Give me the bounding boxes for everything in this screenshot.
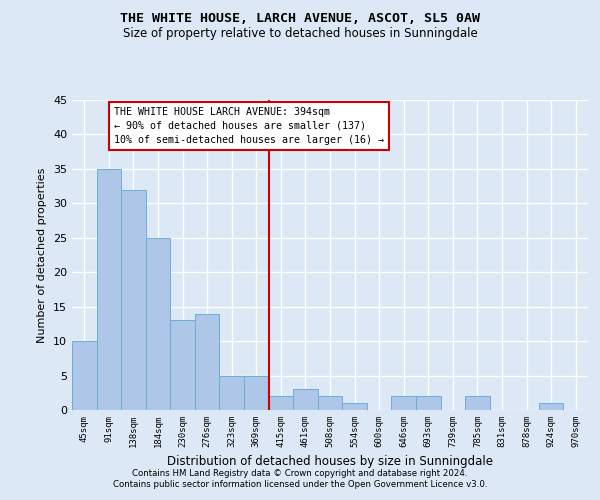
Text: Contains public sector information licensed under the Open Government Licence v3: Contains public sector information licen… bbox=[113, 480, 487, 489]
Text: Contains HM Land Registry data © Crown copyright and database right 2024.: Contains HM Land Registry data © Crown c… bbox=[132, 468, 468, 477]
Bar bbox=[146, 238, 170, 410]
Bar bbox=[72, 341, 97, 410]
Bar bbox=[195, 314, 220, 410]
Bar bbox=[318, 396, 342, 410]
Bar bbox=[391, 396, 416, 410]
Bar bbox=[121, 190, 146, 410]
X-axis label: Distribution of detached houses by size in Sunningdale: Distribution of detached houses by size … bbox=[167, 456, 493, 468]
Bar bbox=[269, 396, 293, 410]
Text: THE WHITE HOUSE, LARCH AVENUE, ASCOT, SL5 0AW: THE WHITE HOUSE, LARCH AVENUE, ASCOT, SL… bbox=[120, 12, 480, 26]
Bar bbox=[97, 169, 121, 410]
Bar bbox=[170, 320, 195, 410]
Bar bbox=[220, 376, 244, 410]
Bar bbox=[293, 390, 318, 410]
Bar bbox=[244, 376, 269, 410]
Text: Size of property relative to detached houses in Sunningdale: Size of property relative to detached ho… bbox=[122, 28, 478, 40]
Text: THE WHITE HOUSE LARCH AVENUE: 394sqm
← 90% of detached houses are smaller (137)
: THE WHITE HOUSE LARCH AVENUE: 394sqm ← 9… bbox=[114, 107, 384, 145]
Bar bbox=[416, 396, 440, 410]
Bar bbox=[539, 403, 563, 410]
Bar bbox=[465, 396, 490, 410]
Bar bbox=[342, 403, 367, 410]
Y-axis label: Number of detached properties: Number of detached properties bbox=[37, 168, 47, 342]
